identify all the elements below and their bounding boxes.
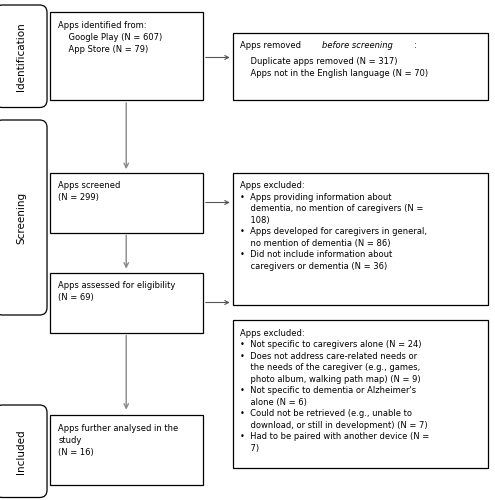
FancyBboxPatch shape [233,172,488,305]
FancyBboxPatch shape [50,12,203,100]
Text: Screening: Screening [16,192,26,244]
Text: Apps assessed for eligibility
(N = 69): Apps assessed for eligibility (N = 69) [58,282,176,302]
Text: Apps removed: Apps removed [240,42,304,50]
Text: Included: Included [16,429,26,474]
Text: Apps further analysed in the
study
(N = 16): Apps further analysed in the study (N = … [58,424,179,456]
Text: before screening: before screening [322,42,393,50]
FancyBboxPatch shape [233,32,488,100]
Text: Apps identified from:
    Google Play (N = 607)
    App Store (N = 79): Apps identified from: Google Play (N = 6… [58,22,163,54]
FancyBboxPatch shape [0,120,47,315]
Text: Apps screened
(N = 299): Apps screened (N = 299) [58,182,121,203]
Text: Apps excluded:
•  Apps providing information about
    dementia, no mention of c: Apps excluded: • Apps providing informat… [240,182,427,270]
Text: Duplicate apps removed (N = 317)
    Apps not in the English language (N = 70): Duplicate apps removed (N = 317) Apps no… [240,58,428,78]
FancyBboxPatch shape [0,5,47,108]
FancyBboxPatch shape [0,405,47,498]
FancyBboxPatch shape [50,415,203,485]
Text: Identification: Identification [16,22,26,90]
FancyBboxPatch shape [50,172,203,233]
FancyBboxPatch shape [233,320,488,468]
Text: :: : [414,42,416,50]
Text: Apps excluded:
•  Not specific to caregivers alone (N = 24)
•  Does not address : Apps excluded: • Not specific to caregiv… [240,329,429,452]
FancyBboxPatch shape [50,272,203,332]
